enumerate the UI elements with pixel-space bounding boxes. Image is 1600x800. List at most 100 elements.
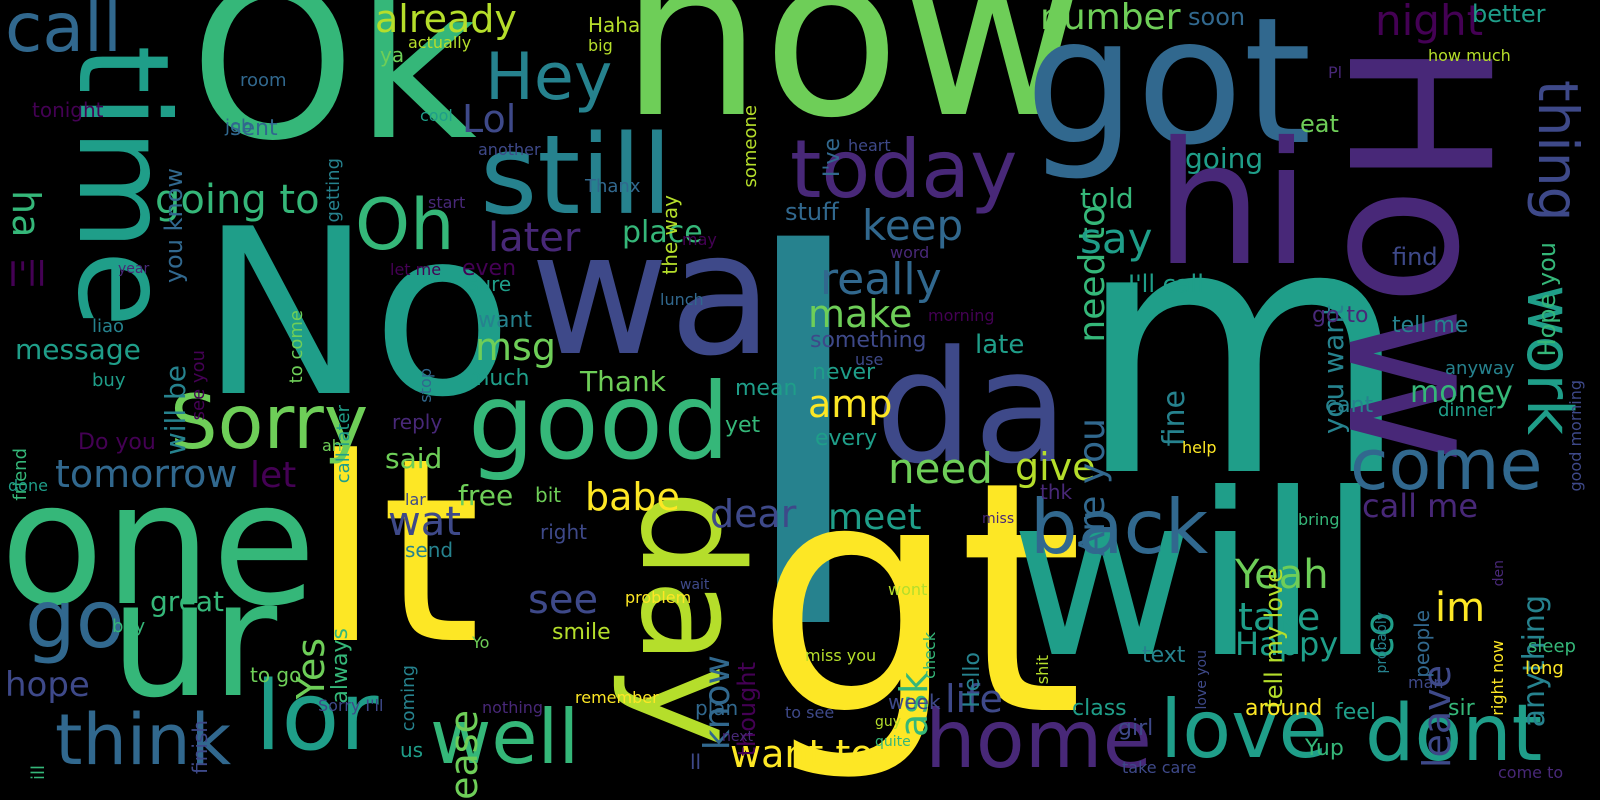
word: gt	[755, 414, 1084, 786]
word: bring	[1298, 510, 1340, 529]
word: said	[385, 442, 443, 475]
word: Sorry	[170, 378, 369, 466]
word: nothing	[482, 698, 544, 717]
word: much	[468, 366, 530, 391]
word: go to	[1312, 303, 1369, 328]
word: ha	[4, 190, 48, 238]
word: someone	[740, 105, 761, 188]
word: I'll	[8, 255, 47, 295]
word: man	[1408, 673, 1444, 692]
word: guy	[875, 714, 902, 730]
word: call me	[1362, 487, 1479, 525]
word: long	[1525, 658, 1564, 679]
word: back	[1030, 483, 1209, 571]
word: lt	[310, 404, 481, 701]
word: love	[1160, 683, 1328, 776]
word: going to	[155, 177, 320, 223]
word: smile	[552, 620, 611, 645]
word: really	[820, 254, 942, 305]
word: actually	[408, 33, 472, 52]
word: yet	[725, 413, 761, 438]
word: next	[722, 729, 754, 745]
word: finish	[188, 720, 212, 774]
word: job	[225, 116, 253, 137]
word: go	[25, 573, 125, 666]
word: later	[488, 215, 581, 261]
word: mean	[735, 376, 798, 401]
word: den	[1491, 560, 1507, 587]
word: heart	[848, 136, 891, 155]
word: one	[0, 446, 317, 644]
word: ill	[28, 765, 49, 781]
word: No	[200, 181, 513, 448]
word: start	[428, 193, 466, 212]
word: tell me	[1392, 313, 1469, 338]
word: ya	[380, 43, 405, 67]
word: come to	[1498, 763, 1564, 782]
word: cant	[1325, 393, 1374, 418]
word: will be	[159, 365, 192, 456]
word: done	[8, 476, 48, 495]
word: tell my love	[1260, 568, 1288, 709]
word: wait	[680, 577, 710, 593]
word: ur	[110, 546, 278, 733]
word: Happy	[1235, 625, 1339, 663]
word: stop	[416, 368, 435, 403]
word: babe	[585, 475, 680, 519]
word: amp	[808, 382, 893, 426]
word: Yo	[472, 633, 490, 652]
word: Ok	[190, 0, 477, 187]
word: quite	[875, 734, 911, 750]
word: say	[1080, 214, 1153, 263]
word: home	[925, 693, 1152, 786]
word: will	[1010, 446, 1382, 708]
word: never	[812, 360, 876, 385]
word: well	[430, 693, 580, 781]
word: us	[400, 738, 424, 762]
word: buy	[92, 370, 126, 391]
word: probably	[1374, 612, 1390, 674]
word: ll	[690, 750, 702, 774]
word: good morning	[1566, 380, 1585, 492]
word: week	[888, 690, 941, 714]
word: I'll call	[1128, 270, 1204, 298]
word: da	[875, 317, 1069, 498]
word: year	[118, 261, 150, 277]
word: dinner	[1438, 400, 1496, 421]
word: cool	[420, 106, 453, 125]
word: dont	[1365, 689, 1543, 779]
word: right now	[1488, 640, 1507, 716]
word: you know	[160, 168, 188, 284]
word: thk	[1040, 480, 1073, 504]
word: always	[328, 628, 353, 704]
word: find	[1392, 243, 1438, 271]
word: see you	[188, 350, 209, 421]
word: text	[1142, 643, 1186, 668]
word: Pl	[1328, 63, 1343, 82]
word: boy	[112, 616, 146, 637]
word: got	[1025, 0, 1312, 184]
word: money	[1410, 375, 1513, 410]
word: anyway	[1445, 358, 1515, 379]
word: great	[150, 585, 225, 618]
word: I've	[820, 138, 845, 178]
word: room	[240, 70, 287, 91]
word: think	[55, 699, 232, 781]
word: Do you	[78, 430, 156, 455]
word: hi	[1155, 106, 1310, 304]
word: want to	[730, 732, 874, 776]
word: sure	[468, 272, 512, 296]
word: night	[1375, 0, 1484, 45]
word: shit	[1033, 655, 1052, 685]
word: late	[975, 330, 1025, 360]
word: miss	[982, 511, 1015, 527]
word: wa	[530, 196, 774, 394]
word: the way	[658, 195, 682, 275]
word: Hope you	[1533, 242, 1561, 357]
word: message	[15, 333, 141, 366]
word: dear	[710, 492, 797, 536]
word: let	[250, 455, 297, 496]
word: Lol	[462, 97, 517, 141]
word: life	[945, 677, 1003, 721]
word: still	[480, 111, 673, 239]
